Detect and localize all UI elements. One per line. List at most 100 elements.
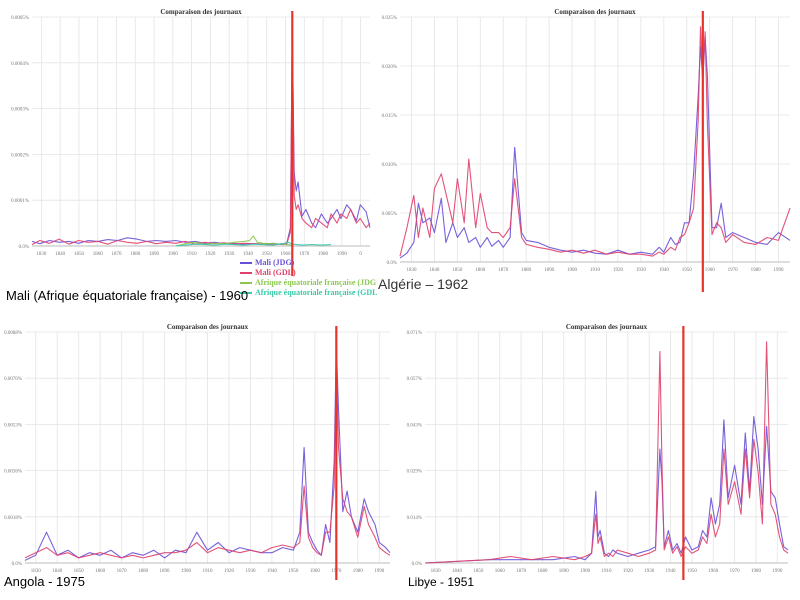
x-tick-label: 1890 [160,569,171,574]
x-tick-label: 1980 [353,569,364,574]
x-tick-label: 1860 [495,569,506,574]
chart-caption-libye: Libye - 1951 [408,575,475,589]
x-tick-label: 1920 [205,252,216,257]
x-tick-label: 1960 [310,569,321,574]
y-tick-label: 0.0005% [11,16,29,21]
x-tick-label: 1850 [473,569,484,574]
y-tick-label: 0.010% [382,163,397,168]
chart-title: Comparaison des journaux [554,8,636,16]
x-tick-label: 1940 [666,569,677,574]
chart-libye: Comparaison des journaux 0.0% 0.014% 0.029%… [407,323,789,580]
y-tick-label: 0.029% [407,470,422,475]
y-tick-label: 0.0% [387,261,397,266]
legend-item-mali-gdl[interactable]: Mali (GDL) [240,268,377,278]
series-line-2[interactable] [31,25,371,246]
x-tick-label: 1830 [431,569,442,574]
x-tick-label: 1880 [138,569,149,574]
series-line-3[interactable] [175,235,293,247]
x-tick-label: 1930 [224,252,235,257]
x-tick-label: 1990 [374,569,385,574]
x-tick-label: 1850 [74,569,85,574]
chart-algerie: Comparaison des journaux 0.0% 0.005% 0.010%… [382,8,791,292]
chart-title: Comparaison des journaux [167,323,249,331]
series-line-1[interactable] [24,344,391,561]
x-tick-label: 1940 [659,268,670,273]
x-tick-label: 1990 [774,268,785,273]
x-tick-label: 1840 [55,252,66,257]
legend-item-afrique-jdg[interactable]: Afrique équatoriale française (JDG [240,278,377,288]
x-tick-label: 1940 [243,252,254,257]
chart-caption-mali: Mali (Afrique équatoriale française) - 1… [6,288,249,303]
chart-title: Comparaison des journaux [160,8,242,16]
x-tick-label: 1870 [112,252,123,257]
x-tick-label: 1930 [636,268,647,273]
chart-caption-algerie: Algérie – 1962 [378,276,469,292]
y-tick-label: 0.014% [407,516,422,521]
x-tick-label: 1950 [687,569,698,574]
legend-item-afrique-gdl[interactable]: Afrique équatoriale française (GDL [240,288,377,298]
x-tick-label: 1870 [117,569,128,574]
y-tick-label: 0.0070% [4,377,22,382]
series-line-2[interactable] [24,357,391,559]
x-tick-label: 1990 [337,252,348,257]
x-tick-label: 1890 [559,569,570,574]
y-tick-label: 0.043% [407,423,422,428]
x-tick-label: 1870 [516,569,527,574]
x-tick-label: 1970 [730,569,741,574]
y-tick-label: 0.0053% [4,423,22,428]
x-tick-label: 1850 [74,252,85,257]
series-line-2[interactable] [399,26,791,257]
chart-caption-angola: Angola - 1975 [4,574,85,589]
series-line-1[interactable] [399,36,791,259]
legend-item-mali-jdg[interactable]: Mali (JDG) [240,258,377,268]
x-tick-label: 1930 [245,569,256,574]
y-tick-label: 0.071% [407,331,422,336]
x-tick-label: 1880 [130,252,141,257]
x-tick-label: 1940 [267,569,278,574]
x-tick-label: 1870 [498,268,509,273]
x-tick-label: 1850 [452,268,463,273]
x-tick-label: 1890 [544,268,555,273]
x-tick-label: 1910 [203,569,214,574]
x-tick-label: 1980 [318,252,329,257]
chart-mali-legend: Mali (JDG) Mali (GDL) Afrique équatorial… [240,258,377,298]
y-tick-label: 0.0088% [4,331,22,336]
legend-label: Afrique équatoriale française (GDL [255,288,378,297]
y-tick-label: 0.025% [382,16,397,21]
x-tick-label: 1900 [181,569,192,574]
x-tick-label: 1960 [705,268,716,273]
y-tick-label: 0.0% [12,562,22,567]
y-tick-label: 0.005% [382,212,397,217]
x-tick-label: 1910 [590,268,601,273]
x-tick-label: 1840 [452,569,463,574]
x-tick-label: 1930 [644,569,655,574]
x-tick-label: 1890 [149,252,160,257]
x-tick-label: 1840 [52,569,63,574]
chart-mali: Comparaison des journaux 0.0% 0.0001% 0.000… [11,8,371,276]
x-tick-label: 1860 [95,569,106,574]
x-tick-label: 0 [359,252,362,257]
x-tick-label: 1900 [580,569,591,574]
x-tick-label: 1830 [31,569,42,574]
x-tick-label: 1920 [224,569,235,574]
x-tick-label: 1860 [475,268,486,273]
x-tick-label: 1980 [751,268,762,273]
x-tick-label: 1830 [406,268,417,273]
series-line-2[interactable] [424,341,789,564]
x-tick-label: 1840 [429,268,440,273]
y-tick-label: 0.020% [382,65,397,70]
x-tick-label: 1880 [521,268,532,273]
x-tick-label: 1880 [537,569,548,574]
series-line-1[interactable] [424,416,789,564]
x-tick-label: 1990 [772,569,783,574]
chart-title: Comparaison des journaux [566,323,648,331]
x-tick-label: 1830 [36,252,47,257]
y-tick-label: 0.0003% [11,108,29,113]
y-tick-label: 0.0002% [11,153,29,158]
legend-label: Mali (GDL) [255,268,296,277]
x-tick-label: 1860 [93,252,104,257]
x-tick-label: 1960 [281,252,292,257]
series-line-4[interactable] [175,241,332,247]
x-tick-label: 1970 [728,268,739,273]
y-tick-label: 0.0036% [4,470,22,475]
